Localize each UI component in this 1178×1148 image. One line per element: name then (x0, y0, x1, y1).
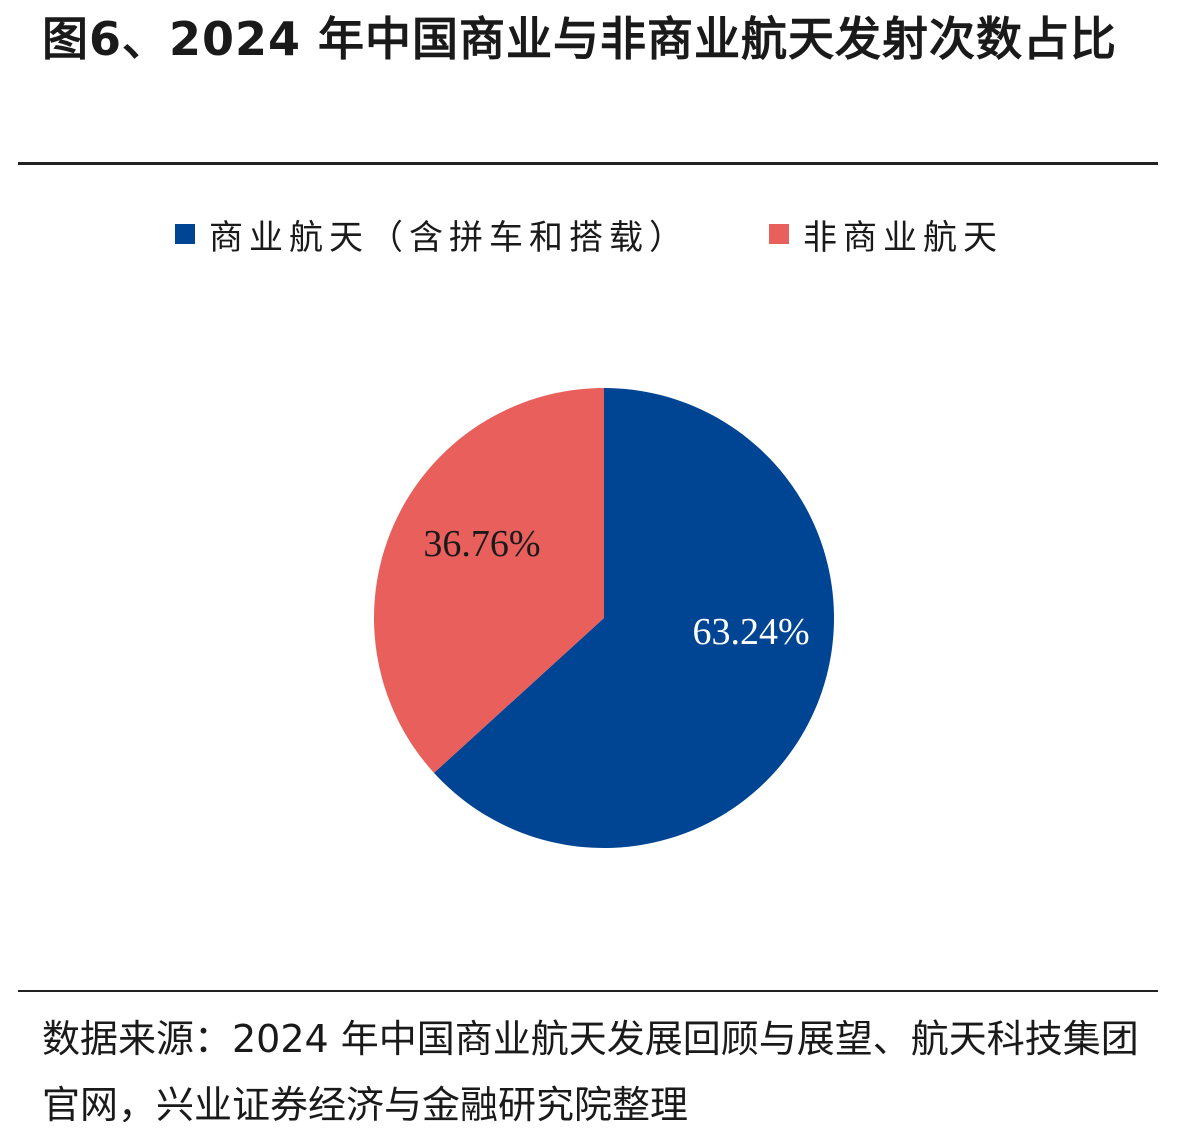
slice-label-commercial: 63.24% (692, 611, 809, 653)
slice-label-non-commercial: 36.76% (423, 523, 540, 565)
legend-label-commercial: 商业航天（含拼车和搭载） (209, 217, 689, 258)
legend-item-non-commercial: 非商业航天 (769, 210, 1003, 259)
title-divider (18, 162, 1158, 165)
pie-slice-commercial (433, 388, 834, 848)
pie-slice-non-commercial (374, 388, 604, 773)
chart-title: 图6、2024 年中国商业与非商业航天发射次数占比 (42, 12, 1118, 66)
legend-swatch-commercial (175, 224, 195, 244)
legend-label-non-commercial: 非商业航天 (803, 217, 1003, 258)
legend-swatch-non-commercial (769, 224, 789, 244)
legend: 商业航天（含拼车和搭载） 非商业航天 (0, 206, 1178, 262)
pie-chart: 63.24% 36.76% (374, 388, 834, 848)
source-divider (18, 990, 1158, 992)
source-note: 数据来源：2024 年中国商业航天发展回顾与展望、航天科技集团官网，兴业证券经济… (42, 1017, 1139, 1127)
legend-item-commercial: 商业航天（含拼车和搭载） (175, 210, 689, 259)
